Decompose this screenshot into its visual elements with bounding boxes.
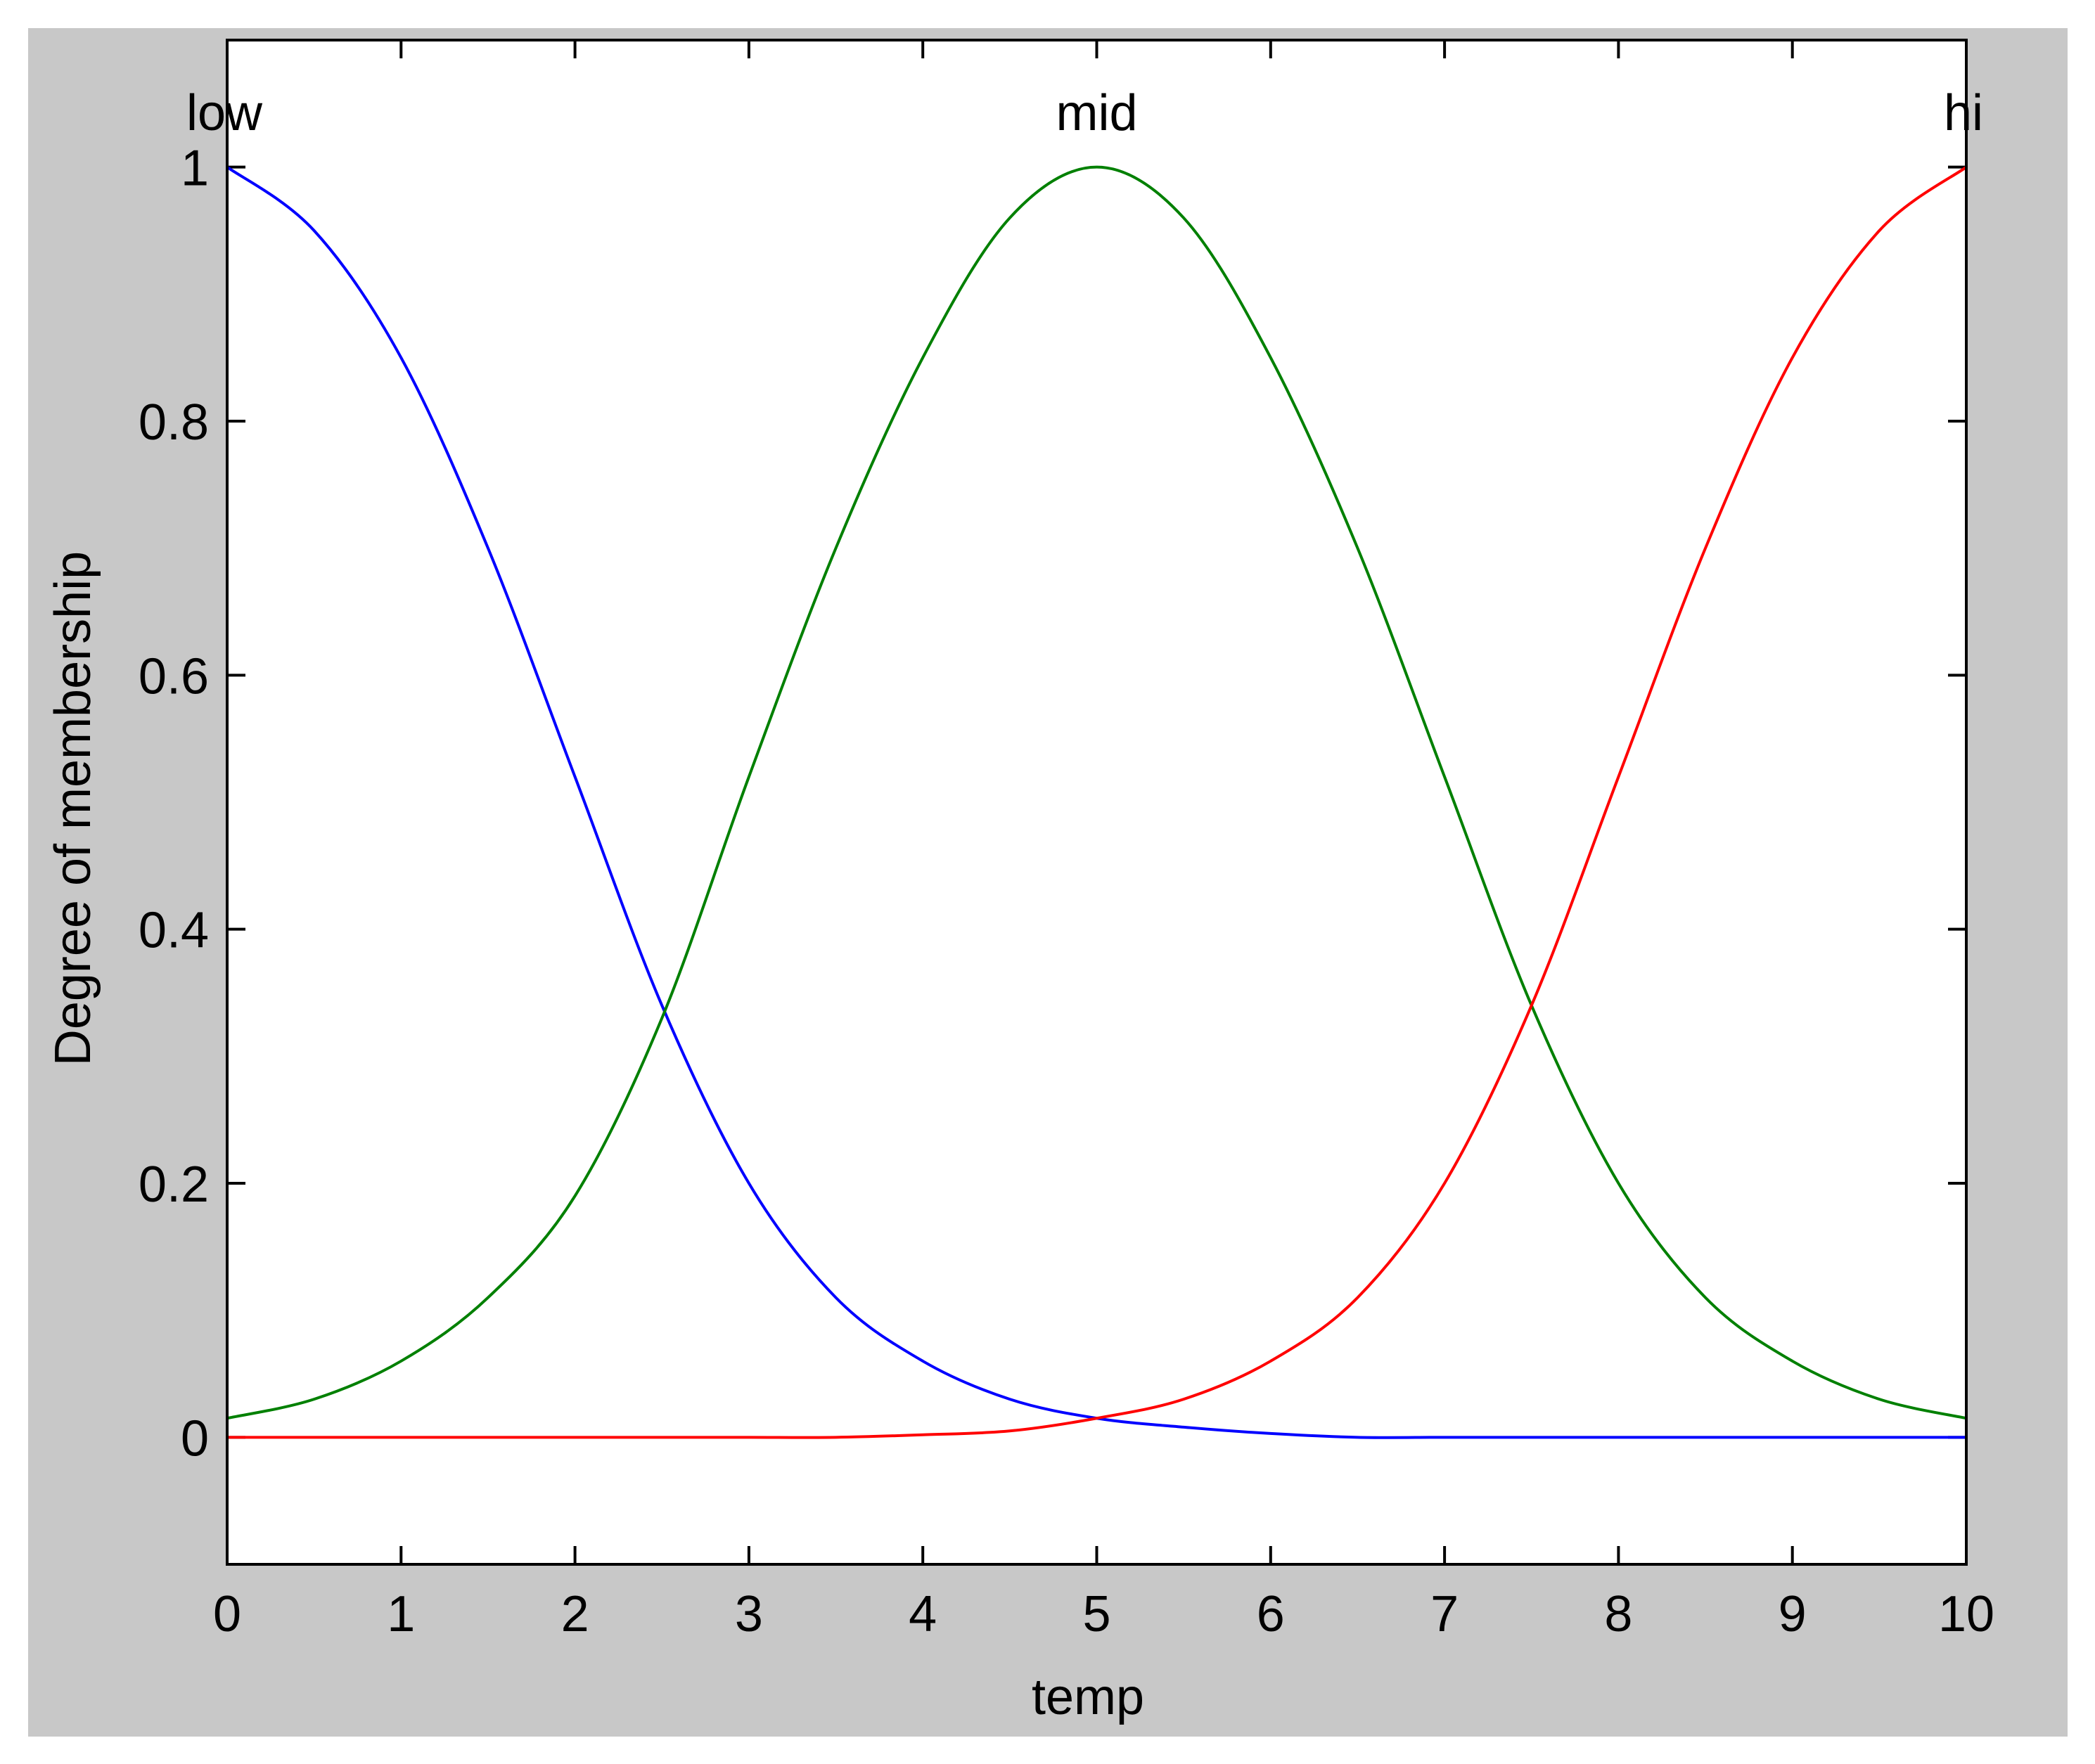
x-tick-label: 8 bbox=[1604, 1586, 1632, 1642]
curve-low bbox=[226, 166, 1966, 1439]
curve-label-hi: hi bbox=[1944, 85, 1983, 141]
y-tick-label: 1 bbox=[181, 141, 209, 197]
curve-label-low: low bbox=[186, 85, 263, 141]
x-tick-label: 3 bbox=[735, 1586, 763, 1642]
axes-frame bbox=[226, 39, 1968, 1566]
curve-hi bbox=[227, 166, 1968, 1439]
y-tick-label: 0 bbox=[181, 1410, 209, 1467]
plot-area bbox=[227, 40, 1966, 1564]
membership-curves bbox=[226, 165, 1968, 1439]
x-tick-label: 9 bbox=[1779, 1586, 1807, 1642]
x-tick-label: 6 bbox=[1257, 1586, 1285, 1642]
x-tick-label: 1 bbox=[387, 1586, 415, 1642]
y-tick-labels: 0 0.2 0.4 0.6 0.8 1 bbox=[139, 141, 209, 1467]
y-tick-label: 0.4 bbox=[139, 903, 209, 959]
x-tick-label: 4 bbox=[909, 1586, 937, 1642]
x-tick-label: 0 bbox=[213, 1586, 241, 1642]
x-tick-labels: 0 1 2 3 4 5 6 7 8 9 10 bbox=[213, 1586, 1994, 1642]
curve-label-mid: mid bbox=[1056, 85, 1137, 141]
x-tick-label: 7 bbox=[1430, 1586, 1459, 1642]
y-tick-label: 0.2 bbox=[139, 1157, 209, 1213]
y-tick-label: 0.8 bbox=[139, 394, 209, 451]
x-tick-label: 10 bbox=[1938, 1586, 1994, 1642]
x-tick-label: 5 bbox=[1082, 1586, 1110, 1642]
y-axis-label: Degree of membership bbox=[45, 551, 101, 1066]
x-axis-label: temp bbox=[1032, 1669, 1144, 1725]
curve-labels: low mid hi bbox=[186, 85, 1983, 141]
y-tick-label: 0.6 bbox=[139, 648, 209, 704]
x-tick-label: 2 bbox=[561, 1586, 589, 1642]
curve-mid bbox=[226, 165, 1967, 1420]
